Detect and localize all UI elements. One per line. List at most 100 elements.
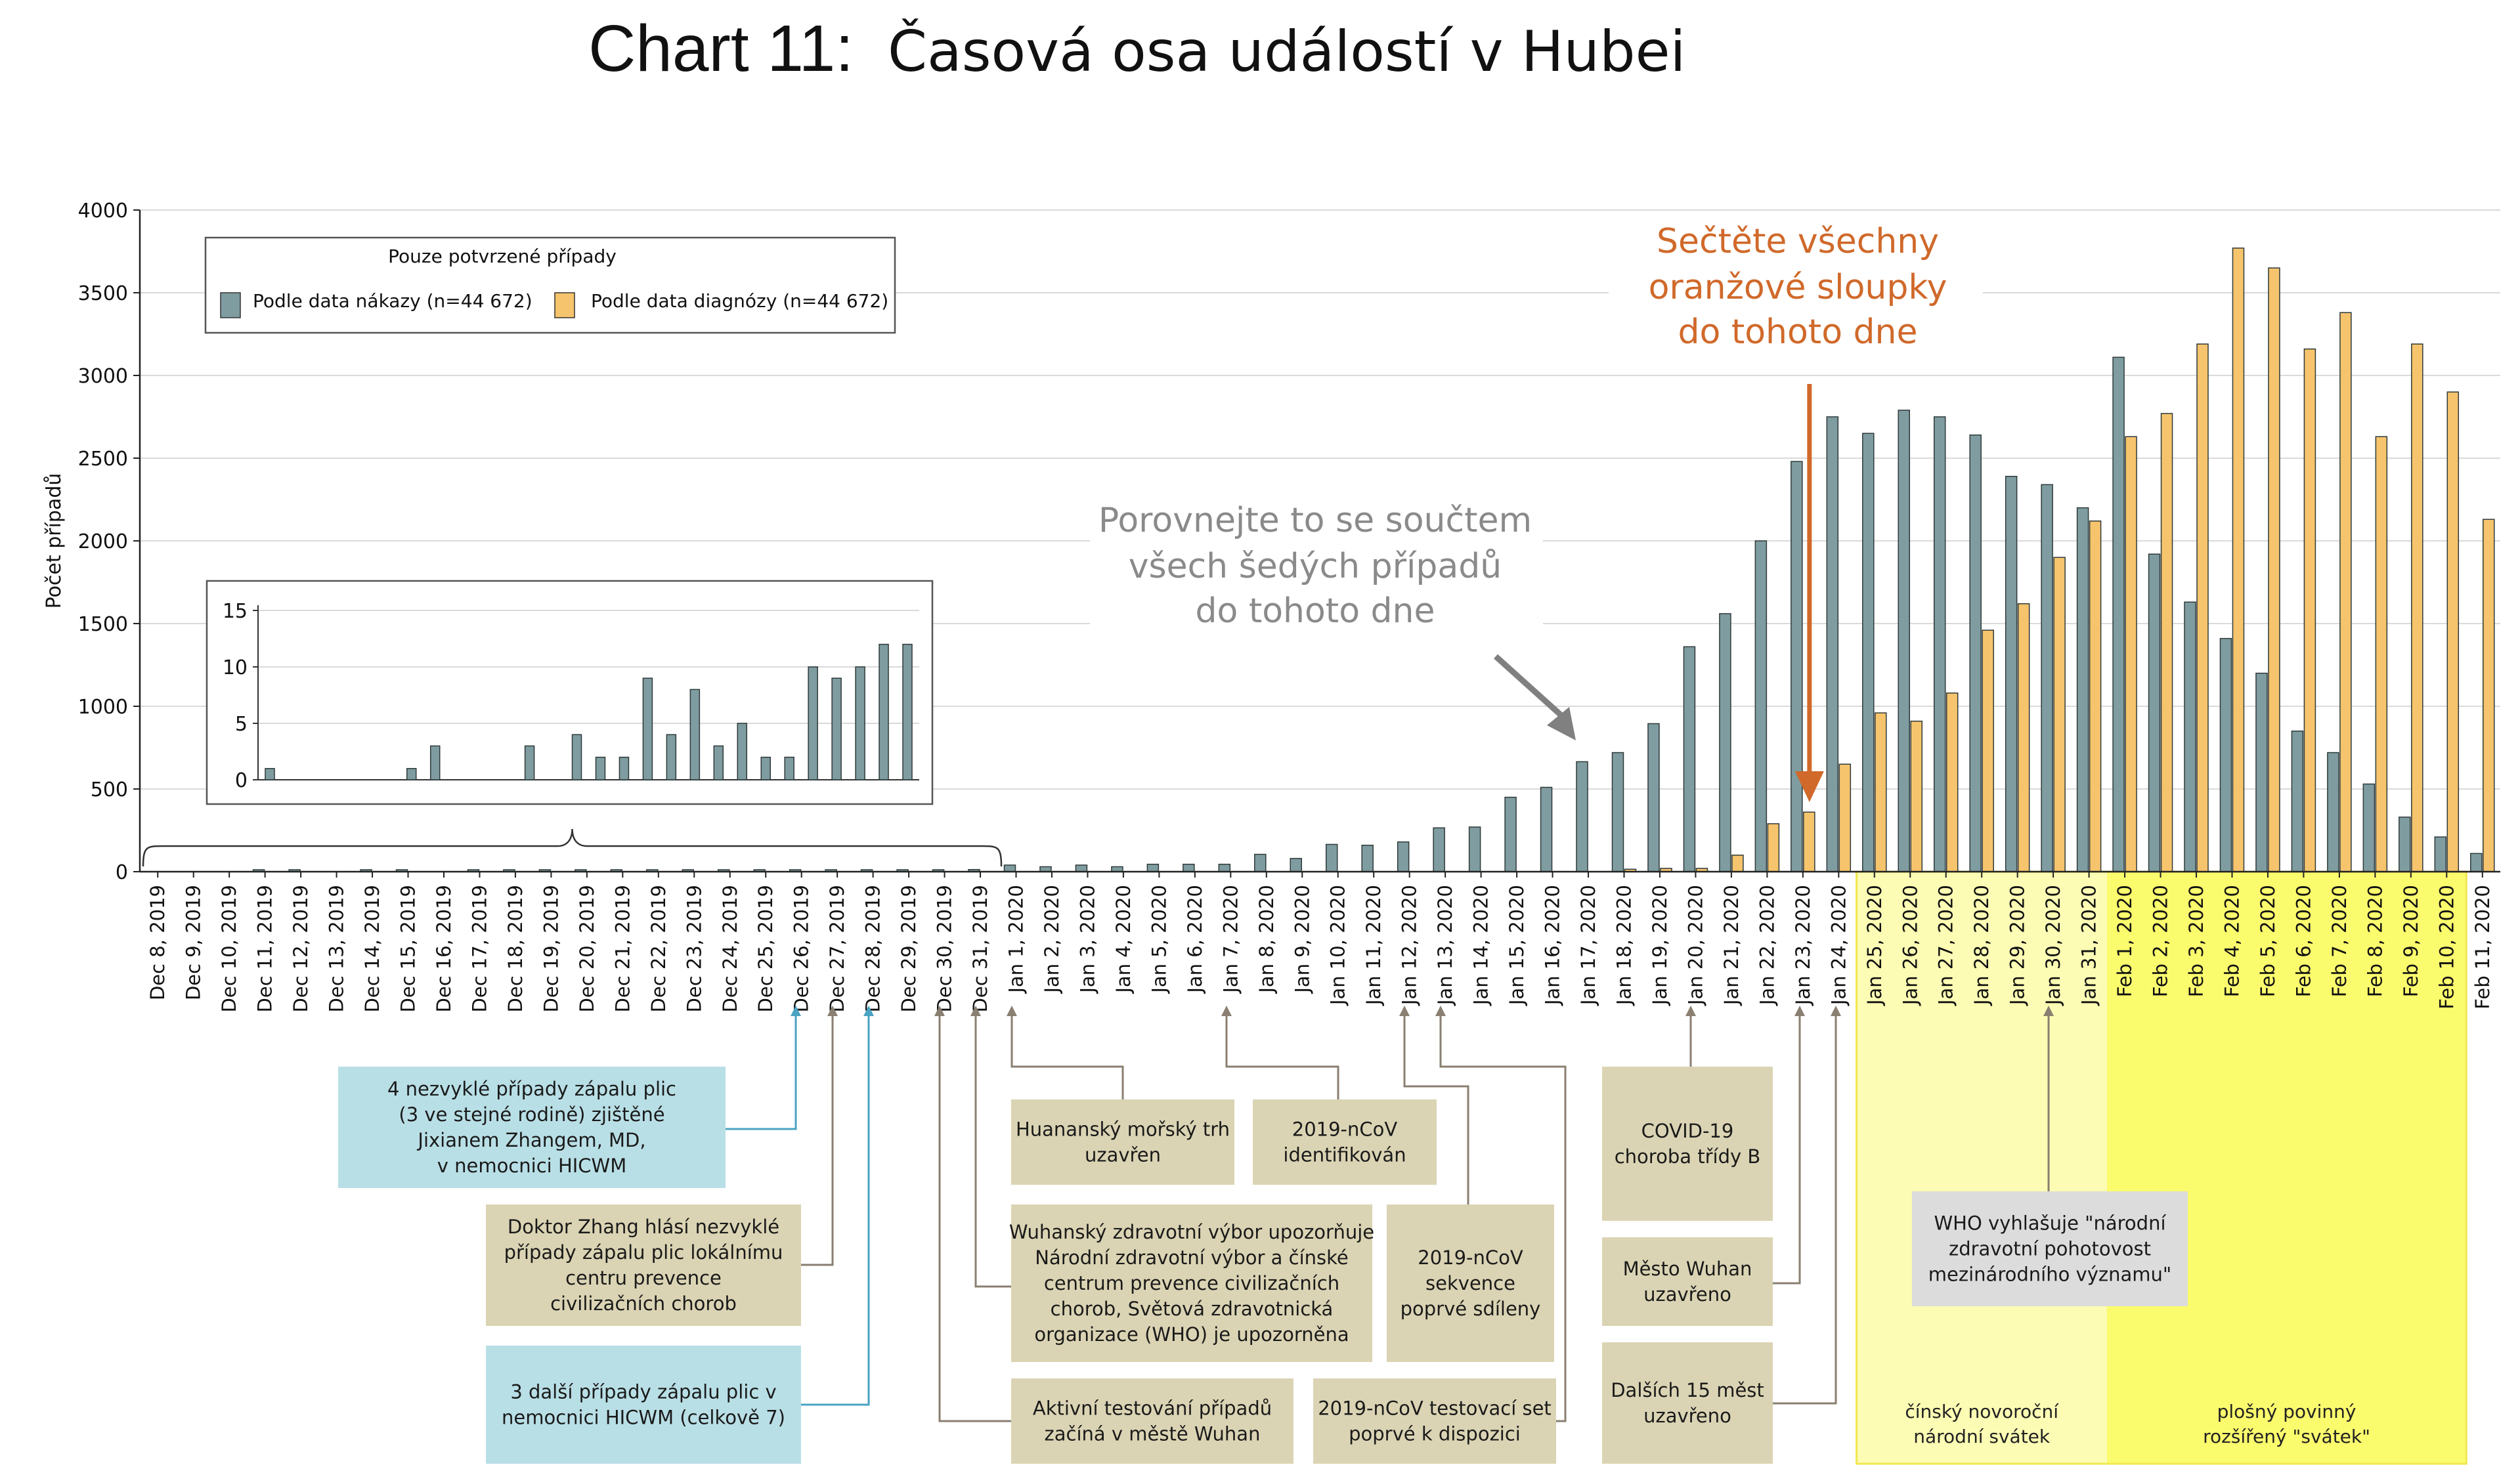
event-connector <box>974 1015 1011 1288</box>
event-text: začíná v městě Wuhan <box>1045 1423 1261 1445</box>
event-arrow-head <box>791 1006 801 1016</box>
event-connector <box>726 1015 797 1130</box>
x-tick-label: Dec 28, 2019 <box>862 885 884 1012</box>
inset-bar-25 <box>855 666 865 780</box>
bar-infection-54 <box>2076 507 2089 872</box>
x-tick-label: Jan 26, 2020 <box>1899 885 1921 1006</box>
event-arrow-head <box>1831 1006 1841 1016</box>
bar-infection-56 <box>2148 553 2161 872</box>
bar-infection-52 <box>2005 475 2018 872</box>
bar-diagnosis-60 <box>2303 348 2316 872</box>
event-box <box>1011 1378 1293 1464</box>
bar-infection-61 <box>2327 752 2339 872</box>
event-text: sekvence <box>1425 1272 1515 1294</box>
inset-bar-19 <box>713 745 724 780</box>
y-tick-label: 3000 <box>78 365 128 388</box>
x-tick-label: Dec 21, 2019 <box>611 885 634 1012</box>
bar-infection-64 <box>2434 836 2447 872</box>
event-arrow-head <box>970 1006 981 1016</box>
bar-diagnosis-47 <box>1838 763 1852 872</box>
x-tick-label: Feb 5, 2020 <box>2257 885 2279 997</box>
x-tick-label: Jan 16, 2020 <box>1542 885 1564 1006</box>
bar-infection-43 <box>1683 646 1696 872</box>
holiday-band-new-year <box>1856 872 2107 1464</box>
bar-infection-47 <box>1826 416 1839 872</box>
annotations: Sečtěte všechny oranžové sloupky do tohoto… <box>1090 222 2370 1447</box>
bar-diagnosis-56 <box>2160 413 2173 872</box>
y-tick-label: 2000 <box>78 530 128 553</box>
y-tick-label: 1500 <box>78 613 128 636</box>
bar-diagnosis-52 <box>2017 603 2030 872</box>
gray-note-line: Porovnejte to se součtem <box>1098 501 1532 540</box>
legend-swatch-infection <box>220 292 241 318</box>
bar-diagnosis-59 <box>2268 267 2280 872</box>
x-tick-label: Feb 4, 2020 <box>2221 885 2243 997</box>
bar-infection-30 <box>1218 863 1231 872</box>
bar-infection-26 <box>1075 864 1088 872</box>
x-tick-label: Jan 11, 2020 <box>1362 885 1385 1006</box>
x-tick-label: Dec 17, 2019 <box>468 885 490 1012</box>
event-text: 2019-nCoV <box>1418 1246 1523 1269</box>
chart-title: Časová osa událostí v Hubei <box>888 18 1685 85</box>
event-box <box>338 1067 726 1188</box>
bar-infection-33 <box>1325 843 1338 872</box>
x-tick-label: Dec 16, 2019 <box>433 885 455 1012</box>
event-arrow-head <box>1221 1006 1232 1016</box>
x-tick-label: Dec 23, 2019 <box>683 885 705 1012</box>
inset-chart: 0 5 10 15 <box>206 580 934 805</box>
x-tick-label: Feb 1, 2020 <box>2114 885 2136 997</box>
bar-diagnosis-45 <box>1767 823 1780 872</box>
bar-diagnosis-57 <box>2196 343 2209 872</box>
bar-diagnosis-53 <box>2053 557 2066 872</box>
event-boxes: 4 nezvyklé případy zápalu plic (3 ve stej… <box>338 1067 2188 1464</box>
bar-infection-45 <box>1754 540 1768 872</box>
x-tick-label: Dec 11, 2019 <box>254 885 276 1012</box>
event-box <box>486 1204 801 1326</box>
event-text: identifikován <box>1283 1144 1406 1166</box>
holiday-label: čínský novoroční <box>1905 1401 2059 1422</box>
event-connector <box>1225 1015 1339 1099</box>
event-text: uzavřeno <box>1643 1405 1731 1427</box>
x-tick-label: Dec 25, 2019 <box>754 885 777 1012</box>
x-tick-label: Dec 13, 2019 <box>326 885 348 1012</box>
bar-diagnosis-62 <box>2375 436 2388 872</box>
bar-infection-32 <box>1290 858 1303 872</box>
x-tick-label: Jan 27, 2020 <box>1935 885 1957 1006</box>
x-tick-label: Jan 20, 2020 <box>1684 885 1706 1006</box>
orange-note-bg <box>1609 225 1983 370</box>
bar-infection-40 <box>1576 761 1588 872</box>
event-box <box>1011 1099 1234 1185</box>
event-arrow-head <box>827 1006 838 1016</box>
x-tick-label: Jan 30, 2020 <box>2042 885 2064 1006</box>
bar-infection-59 <box>2255 672 2268 872</box>
event-box <box>1912 1191 2188 1306</box>
event-text: civilizačních chorob <box>550 1292 737 1315</box>
x-tick-label: Feb 8, 2020 <box>2364 885 2386 997</box>
inset-bar-20 <box>737 723 748 780</box>
bar-infection-35 <box>1397 841 1410 872</box>
inset-bar-17 <box>666 734 677 780</box>
orange-note-line: Sečtěte všechny <box>1657 222 1939 261</box>
inset-bar-23 <box>808 666 818 780</box>
event-arrow-head <box>934 1006 945 1016</box>
event-connector <box>801 1015 870 1406</box>
bar-infection-46 <box>1791 461 1803 872</box>
x-tick-label: Jan 13, 2020 <box>1434 885 1456 1006</box>
x-tick-label: Dec 26, 2019 <box>791 885 813 1012</box>
inset-bar-6 <box>406 768 417 780</box>
event-text: nemocnici HICWM (celkově 7) <box>502 1407 785 1429</box>
event-text: případy zápalu plic lokálnímu <box>504 1241 783 1264</box>
event-connector <box>1403 1015 1469 1204</box>
chart-title-prefix: Chart 11: <box>588 12 854 85</box>
x-tick-label: Jan 5, 2020 <box>1148 885 1170 994</box>
x-tick-label: Feb 10, 2020 <box>2435 885 2458 1010</box>
y-tick-label: 4000 <box>78 200 128 223</box>
x-tick-label: Dec 18, 2019 <box>504 885 527 1012</box>
bar-infection-49 <box>1898 410 1910 872</box>
bar-infection-57 <box>2184 601 2196 872</box>
bar-diagnosis-46 <box>1803 811 1815 872</box>
x-tick-label: Jan 7, 2020 <box>1219 885 1242 994</box>
x-tick-label: Jan 28, 2020 <box>1970 885 1993 1006</box>
x-tick-label: Dec 20, 2019 <box>576 885 598 1012</box>
holiday-bands <box>1856 870 2467 1465</box>
